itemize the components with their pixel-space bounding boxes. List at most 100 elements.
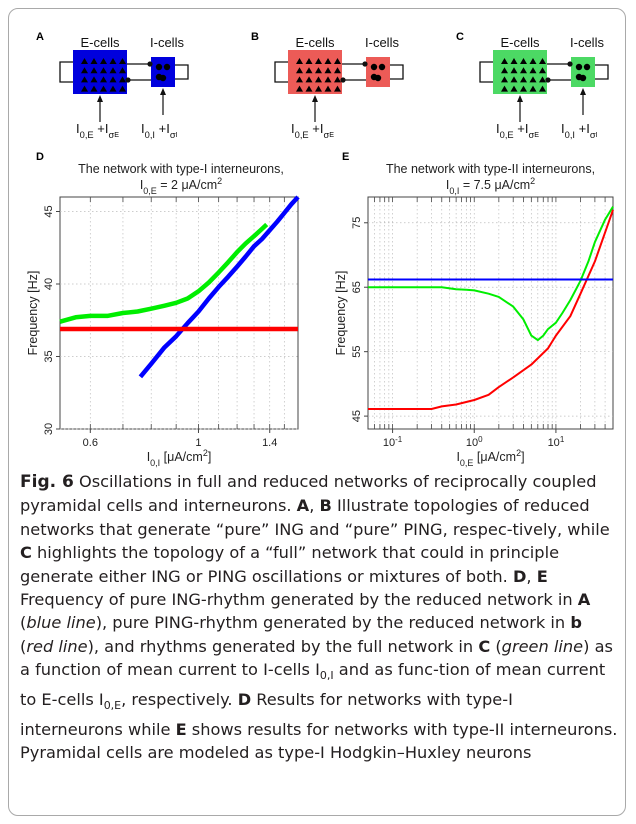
- input-arrowhead: [97, 95, 103, 102]
- i-input-label-part: σ: [590, 130, 596, 140]
- interneuron-icon: [163, 63, 171, 71]
- x-tick-label: 1: [195, 437, 201, 449]
- i-cells-label: I-cells: [570, 35, 604, 50]
- e-cells-box: [73, 50, 127, 94]
- chart-subtitle-part: I: [140, 178, 143, 192]
- caption-panel-ref: A: [296, 496, 310, 516]
- synapse-dot: [545, 77, 551, 83]
- e-input-label-part: E: [114, 131, 119, 139]
- pyramidal-cell-icon: [296, 58, 303, 64]
- x-tick-label: 10-1: [383, 435, 403, 450]
- caption-text: (red line), and rhythms generated by the…: [20, 636, 479, 656]
- series-line-ing: [138, 195, 300, 379]
- x-axis-label-part: I: [456, 450, 459, 464]
- e-self-loop: [274, 61, 288, 83]
- y-tick-label: 65: [351, 281, 363, 293]
- pyramidal-cell-icon: [100, 67, 107, 74]
- x-tick-exp: 0: [478, 435, 483, 444]
- pyramidal-cell-icon: [510, 76, 518, 83]
- e-input-label: I0,E +IσE: [291, 121, 334, 140]
- caption-italic: red line: [26, 636, 88, 656]
- input-arrowhead: [517, 95, 523, 102]
- pyramidal-cell-icon: [539, 76, 546, 83]
- e-cells-label: E-cells: [500, 35, 540, 50]
- x-axis-label-part: 0,E: [460, 458, 474, 468]
- i-input-label-part: I: [176, 131, 178, 139]
- x-axis-label-part: [μA/cm: [160, 450, 203, 464]
- pyramidal-cell-icon: [100, 85, 107, 92]
- e-cells-box: [288, 50, 342, 94]
- input-arrowhead: [160, 88, 166, 95]
- e-self-loop: [479, 61, 493, 83]
- x-axis-label: I0,I [μA/cm2]: [147, 448, 212, 468]
- e-input-label-part: I: [76, 121, 80, 136]
- y-axis-label: Frequency [Hz]: [334, 271, 348, 356]
- pyramidal-cell-icon: [529, 67, 537, 74]
- topology-panel-b: B E-cells I-cells I0,E +IσE: [251, 31, 404, 140]
- pyramidal-cell-icon: [315, 58, 322, 64]
- pyramidal-cell-icon: [315, 67, 322, 74]
- pyramidal-cell-icon: [109, 58, 117, 64]
- input-arrowhead: [580, 88, 586, 95]
- caption-text: (green line) as a function of mean curre…: [20, 636, 613, 713]
- caption-panel-ref: D: [237, 689, 252, 709]
- i-cells-label: I-cells: [365, 35, 399, 50]
- pyramidal-cell-icon: [529, 58, 537, 64]
- caption-panel-ref: D: [512, 566, 527, 586]
- interneuron-icon: [159, 74, 167, 82]
- caption-subscript: 0,E: [103, 699, 122, 713]
- e-input-label-part: +I: [309, 121, 324, 136]
- pyramidal-cell-icon: [501, 67, 508, 74]
- caption-panel-ref: B: [319, 496, 332, 516]
- x-tick-base: 10: [466, 437, 478, 449]
- caption-text: ,: [526, 566, 537, 586]
- pyramidal-cell-icon: [90, 85, 98, 92]
- pyramidal-cell-icon: [520, 67, 527, 74]
- panel-letter-d: D: [36, 151, 44, 163]
- interneuron-icon: [155, 63, 163, 71]
- panel-letter-c: C: [456, 31, 464, 43]
- chart-subtitle-part: I: [446, 178, 449, 192]
- e-input-label-part: I: [291, 121, 295, 136]
- y-tick-label: 45: [43, 205, 55, 217]
- caption-label: Fig. 6: [20, 472, 74, 492]
- caption-text: (blue line), pure PING-rhythm generated …: [20, 613, 571, 633]
- chart-subtitle: I0,E = 2 μA/cm2: [140, 176, 222, 196]
- interneuron-icon: [575, 63, 583, 71]
- e-input-label-part: 0,E: [295, 130, 309, 140]
- caption-subscript: 0,I: [319, 669, 334, 683]
- pyramidal-cell-icon: [81, 58, 88, 64]
- e-input-label-part: σ: [108, 130, 114, 140]
- i-input-label-part: +I: [575, 121, 590, 136]
- caption-text: shows results for networks with type-II …: [20, 719, 618, 762]
- plot-area: [59, 196, 299, 430]
- chart-subtitle: I0,I = 7.5 μA/cm2: [446, 176, 535, 196]
- x-tick-label: 101: [548, 435, 565, 450]
- pyramidal-cell-icon: [539, 67, 546, 74]
- pyramidal-cell-icon: [334, 58, 341, 64]
- x-axis-label-part: ]: [521, 450, 524, 464]
- x-axis-label-part: I: [147, 450, 150, 464]
- caption-text: Illustrate topologies of reduced network…: [20, 496, 610, 539]
- caption-panel-ref: E: [175, 719, 187, 739]
- caption-panel-ref: A: [577, 590, 591, 610]
- x-axis-label: I0,E [μA/cm2]: [456, 448, 524, 468]
- pyramidal-cell-icon: [501, 58, 508, 64]
- pyramidal-cell-icon: [324, 58, 332, 64]
- pyramidal-cell-icon: [296, 67, 303, 74]
- pyramidal-cell-icon: [520, 76, 527, 83]
- panel-letter-e: E: [342, 151, 349, 163]
- x-axis-label-part: [μA/cm: [473, 450, 516, 464]
- input-arrowhead: [312, 95, 318, 102]
- i-input-label: I0,I +IσI: [141, 121, 178, 140]
- chart-subtitle-part: = 7.5 μA/cm: [459, 178, 530, 192]
- pyramidal-cell-icon: [529, 76, 537, 83]
- i-input-label: I0,I +IσI: [561, 121, 598, 140]
- pyramidal-cell-icon: [109, 85, 117, 92]
- i-self-loop: [175, 64, 189, 80]
- e-cells-label: E-cells: [295, 35, 335, 50]
- i-cells-label: I-cells: [150, 35, 184, 50]
- pyramidal-cell-icon: [324, 85, 332, 92]
